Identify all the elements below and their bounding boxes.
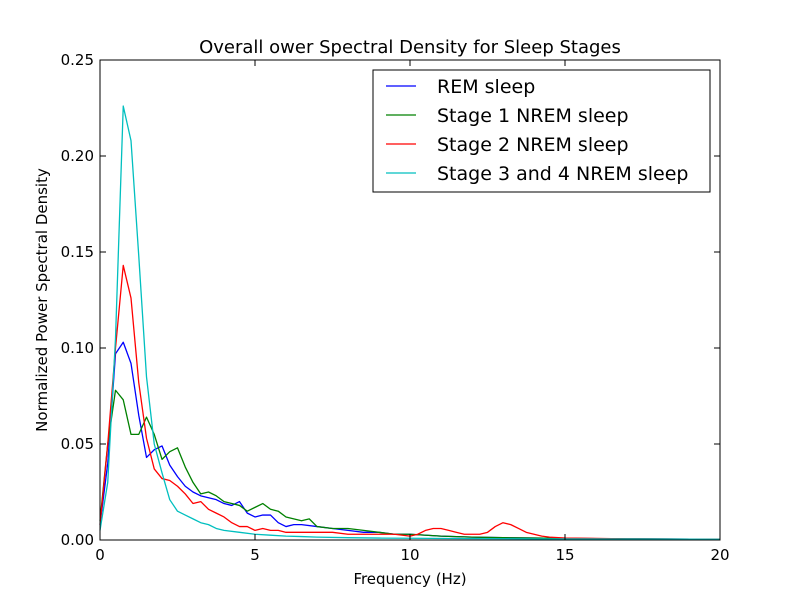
plot-area: 0 5 10 15 20 0.00 0.05 0.10 0.15 0.20 0.25 (61, 51, 730, 564)
x-tick-label: 15 (555, 546, 574, 564)
legend-label: Stage 1 NREM sleep (437, 105, 629, 127)
legend-label: Stage 2 NREM sleep (437, 134, 629, 156)
x-axis-label: Frequency (Hz) (353, 570, 466, 588)
legend-label: Stage 3 and 4 NREM sleep (437, 163, 688, 185)
y-tick-label: 0.15 (61, 243, 94, 261)
y-tick-label: 0.20 (61, 147, 94, 165)
y-tick-label: 0.25 (61, 51, 94, 69)
y-tick-label: 0.05 (61, 435, 94, 453)
x-tick-label: 10 (400, 546, 419, 564)
x-tick-label: 5 (250, 546, 260, 564)
series-line-4 (99, 105, 721, 540)
legend: REM sleep Stage 1 NREM sleep Stage 2 NREM … (372, 69, 711, 193)
x-tick-label: 20 (710, 546, 729, 564)
legend-label: REM sleep (437, 76, 535, 98)
y-tick-label: 0.10 (61, 339, 94, 357)
y-tick-label: 0.00 (61, 531, 94, 549)
x-tick-label: 0 (95, 546, 105, 564)
series-line-3 (99, 264, 721, 540)
legend-box (372, 69, 711, 193)
chart-title: Overall ower Spectral Density for Sleep … (199, 37, 621, 58)
y-axis-label: Normalized Power Spectral Density (33, 168, 51, 432)
